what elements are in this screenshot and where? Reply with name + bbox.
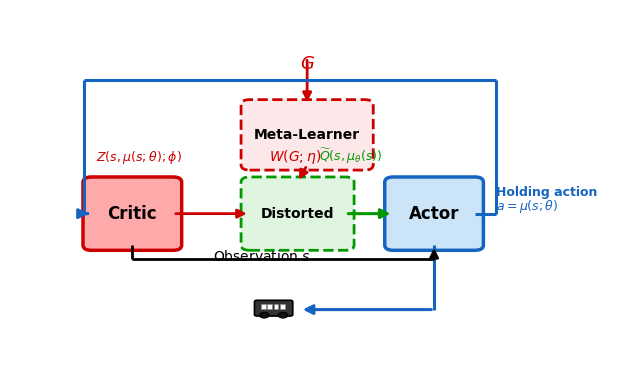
FancyBboxPatch shape <box>241 100 373 170</box>
FancyBboxPatch shape <box>385 177 483 250</box>
Text: Critic: Critic <box>108 205 157 222</box>
Circle shape <box>260 312 269 318</box>
Bar <box>280 304 285 309</box>
Text: Meta-Learner: Meta-Learner <box>254 128 360 142</box>
FancyBboxPatch shape <box>255 300 293 316</box>
Text: $Z(\mathbf{\mathit{s}},\mathbf{\mathit{\mu}}(\mathbf{\mathit{s}};\theta);\phi)$: $Z(\mathbf{\mathit{s}},\mathbf{\mathit{\… <box>96 149 182 166</box>
Bar <box>274 304 279 309</box>
Circle shape <box>278 312 288 318</box>
Text: Actor: Actor <box>409 205 459 222</box>
FancyBboxPatch shape <box>83 177 182 250</box>
Text: Distorted: Distorted <box>261 206 334 221</box>
FancyBboxPatch shape <box>241 177 354 250</box>
Text: $W(\mathbf{\mathit{G}};\eta)$: $W(\mathbf{\mathit{G}};\eta)$ <box>269 148 321 166</box>
Text: $\mathbf{\mathit{G}}$: $\mathbf{\mathit{G}}$ <box>300 55 315 73</box>
Text: Observation $\mathbf{\mathit{s}}$: Observation $\mathbf{\mathit{s}}$ <box>213 248 311 263</box>
Text: $\widetilde{Q}(\mathbf{\mathit{s}},\mu_{\theta}(\mathbf{\mathit{s}}))$: $\widetilde{Q}(\mathbf{\mathit{s}},\mu_{… <box>319 147 383 166</box>
Text: Holding action: Holding action <box>496 186 598 199</box>
Bar <box>261 304 266 309</box>
Text: $\mathbf{\mathit{a}}=\mathbf{\mathit{\mu}}(\mathbf{\mathit{s}};\theta)$: $\mathbf{\mathit{a}}=\mathbf{\mathit{\mu… <box>496 198 559 215</box>
Bar <box>268 304 272 309</box>
